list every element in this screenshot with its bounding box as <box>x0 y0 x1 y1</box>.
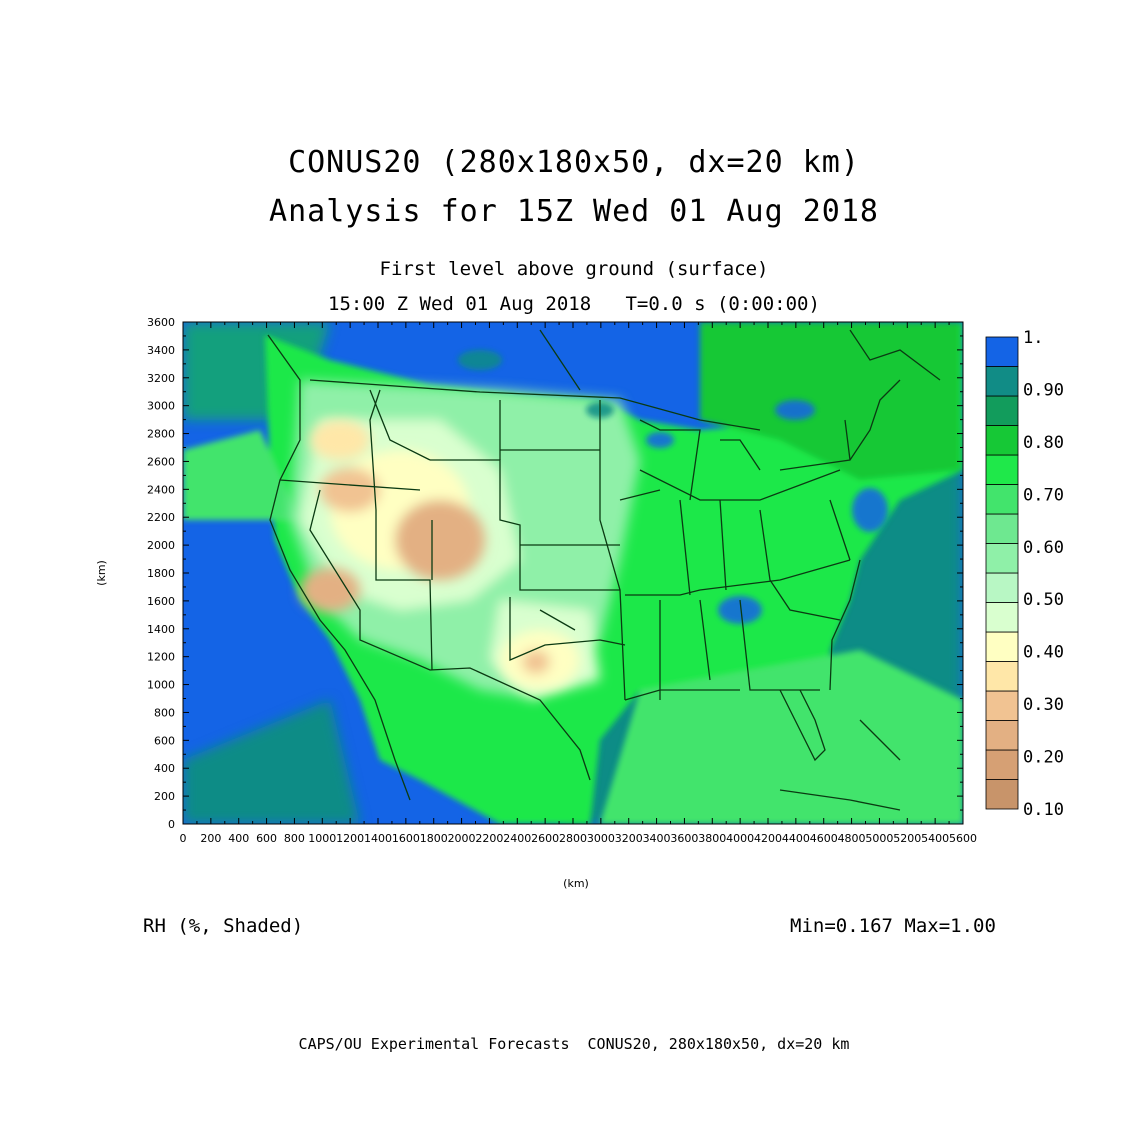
y-tick-label: 2200 <box>147 511 175 524</box>
colorbar-band <box>985 690 1019 721</box>
y-tick-label: 200 <box>154 790 175 803</box>
x-tick-label: 4400 <box>782 832 810 845</box>
colorbar-band <box>985 336 1019 367</box>
x-tick-label: 800 <box>284 832 305 845</box>
y-tick-label: 1200 <box>147 651 175 664</box>
y-tick-label: 1600 <box>147 595 175 608</box>
x-tick-label: 4600 <box>810 832 838 845</box>
x-tick-label: 4200 <box>754 832 782 845</box>
colorbar-band <box>985 779 1019 810</box>
x-tick-label: 5200 <box>893 832 921 845</box>
x-axis: 0 200 400 600 800 1000 1200 1400 1600 1800 2000 220… <box>180 322 977 845</box>
y-tick-label: 2000 <box>147 539 175 552</box>
x-tick-label: 5600 <box>949 832 977 845</box>
colorbar-label: 0.40 <box>1023 643 1064 663</box>
colorbar-band <box>985 366 1019 397</box>
min-max-readout: Min=0.167 Max=1.00 <box>790 915 996 937</box>
colorbar-band <box>985 602 1019 633</box>
y-tick-label: 0 <box>168 818 175 831</box>
colorbar-band <box>985 631 1019 662</box>
x-tick-label: 4800 <box>838 832 866 845</box>
x-tick-label: 2600 <box>531 832 559 845</box>
colorbar-band <box>985 395 1019 426</box>
subtitle-time: 15:00 Z Wed 01 Aug 2018 T=0.0 s (0:00:00… <box>328 293 820 315</box>
y-tick-label: 2600 <box>147 455 175 468</box>
x-tick-label: 2200 <box>475 832 503 845</box>
y-tick-label: 400 <box>154 762 175 775</box>
x-tick-label: 1200 <box>336 832 364 845</box>
y-tick-label: 600 <box>154 734 175 747</box>
colorbar-band <box>985 720 1019 751</box>
colorbar-label: 0.80 <box>1023 433 1064 453</box>
colorbar-label: 0.70 <box>1023 485 1064 505</box>
state-borders <box>267 329 941 811</box>
colorbar-label: 1. <box>1023 328 1043 348</box>
colorbar: 0.10 0.20 0.30 0.40 0.50 0.60 0.70 0.80 0.90 1. <box>985 328 1064 820</box>
y-tick-label: 3600 <box>147 316 175 329</box>
y-tick-label: 1400 <box>147 623 175 636</box>
x-tick-label: 5400 <box>921 832 949 845</box>
variable-label: RH (%, Shaded) <box>143 915 304 937</box>
colorbar-label: 0.20 <box>1023 748 1064 768</box>
x-tick-label: 1800 <box>420 832 448 845</box>
x-tick-label: 3000 <box>587 832 615 845</box>
subtitle-level: First level above ground (surface) <box>379 258 769 280</box>
x-tick-label: 2800 <box>559 832 587 845</box>
colorbar-label: 0.50 <box>1023 590 1064 610</box>
x-tick-label: 1400 <box>364 832 392 845</box>
x-tick-label: 2400 <box>503 832 531 845</box>
colorbar-band <box>985 425 1019 456</box>
x-tick-label: 600 <box>256 832 277 845</box>
footer-credit: CAPS/OU Experimental Forecasts CONUS20, … <box>298 1035 850 1053</box>
chart-title-line1: CONUS20 (280x180x50, dx=20 km) <box>288 145 860 180</box>
y-axis: 0 200 400 600 800 1000 1200 1400 1600 1800 2000 220… <box>147 316 963 831</box>
y-tick-label: 800 <box>154 706 175 719</box>
colorbar-band <box>985 454 1019 485</box>
y-tick-label: 1000 <box>147 679 175 692</box>
y-tick-label: 1800 <box>147 567 175 580</box>
x-tick-label: 1000 <box>308 832 336 845</box>
y-tick-label: 3000 <box>147 400 175 413</box>
colorbar-band <box>985 572 1019 603</box>
colorbar-label: 0.10 <box>1023 800 1064 820</box>
x-tick-label: 200 <box>200 832 221 845</box>
y-tick-label: 2400 <box>147 483 175 496</box>
x-tick-label: 3200 <box>615 832 643 845</box>
x-tick-label: 2000 <box>448 832 476 845</box>
x-tick-label: 5000 <box>865 832 893 845</box>
map-field <box>183 322 963 824</box>
x-tick-label: 3400 <box>643 832 671 845</box>
x-tick-label: 1600 <box>392 832 420 845</box>
colorbar-band <box>985 661 1019 692</box>
y-tick-label: 3200 <box>147 372 175 385</box>
colorbar-band <box>985 484 1019 515</box>
colorbar-label: 0.90 <box>1023 380 1064 400</box>
y-axis-label: (km) <box>95 560 108 586</box>
colorbar-label: 0.30 <box>1023 695 1064 715</box>
x-tick-label: 3800 <box>698 832 726 845</box>
y-tick-label: 3400 <box>147 344 175 357</box>
colorbar-band <box>985 749 1019 780</box>
x-axis-label: (km) <box>563 877 589 890</box>
x-tick-label: 4000 <box>726 832 754 845</box>
y-tick-label: 2800 <box>147 428 175 441</box>
x-tick-label: 0 <box>180 832 187 845</box>
colorbar-band <box>985 513 1019 544</box>
chart-title-line2: Analysis for 15Z Wed 01 Aug 2018 <box>269 194 879 229</box>
colorbar-label: 0.60 <box>1023 538 1064 558</box>
colorbar-band <box>985 543 1019 574</box>
x-tick-label: 3600 <box>670 832 698 845</box>
x-tick-label: 400 <box>228 832 249 845</box>
